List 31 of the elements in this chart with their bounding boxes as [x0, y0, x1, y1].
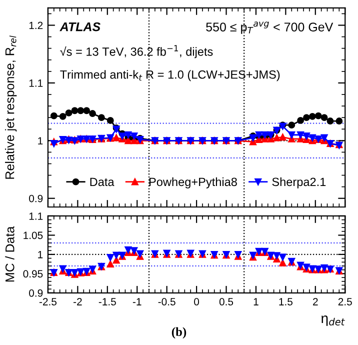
y-tick-label: 0.9: [29, 194, 43, 202]
y-tick-label: 1.05: [24, 232, 43, 240]
y-tick-label: 1.1: [29, 212, 43, 220]
y-tick-label: 1.2: [29, 22, 43, 30]
y-tick-label: 1.1: [29, 80, 43, 87]
legend-label: Data: [90, 178, 114, 186]
x-axis-title: η$_{det}$: [322, 316, 345, 326]
legend-label: Sherpa2.1: [272, 177, 326, 188]
x-tick-label: 1: [254, 298, 258, 306]
x-tick-label: -0.5: [158, 298, 176, 306]
annotation: √s = 13 TeV, 36.2 fb$^{−1}$, dijets: [60, 45, 213, 58]
annotation: 550 ≤ p$_{T}$$^{avg}$ < 700 GeV: [206, 22, 334, 34]
y-tick-label: 1: [38, 137, 43, 144]
x-tick-label: -1.5: [98, 298, 116, 306]
legend-label: Powheg+Pythia8: [149, 177, 237, 188]
text: (b): [172, 327, 186, 339]
y-axis-title: Relative jet response, R$_{rel}$: [5, 36, 17, 179]
x-tick-label: 2.5: [338, 298, 352, 306]
x-tick-label: -2.5: [39, 298, 57, 306]
x-tick-label: -2: [74, 298, 82, 306]
y-tick-label: 1: [38, 251, 43, 258]
annotation: ATLAS: [60, 22, 100, 32]
x-tick-label: 0.5: [219, 298, 234, 306]
x-tick-label: 2: [313, 298, 318, 306]
x-tick-label: 0: [194, 298, 200, 306]
x-tick-label: -1: [132, 298, 142, 306]
x-tick-label: 1.5: [279, 298, 292, 306]
y-tick-label: 0.95: [23, 270, 43, 278]
annotation: Trimmed anti-k$_{t}$ R = 1.0 (LCW+JES+JMS): [60, 70, 280, 82]
y-axis-title: MC / Data: [5, 226, 14, 282]
y-tick-label: 0.9: [29, 289, 43, 297]
